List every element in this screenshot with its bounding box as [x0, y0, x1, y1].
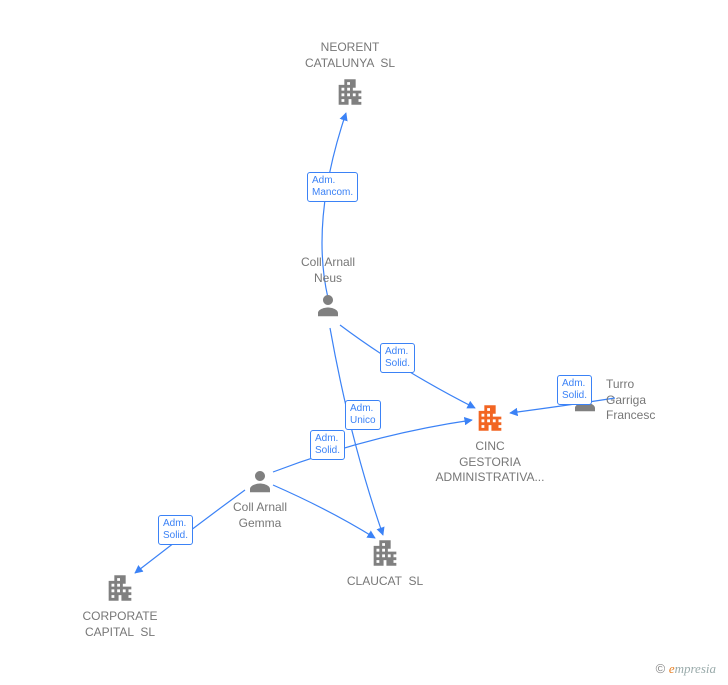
footer-brand: © empresia: [656, 661, 716, 677]
edge-label-coll_gemma-corporate: Adm. Solid.: [158, 515, 193, 545]
building-icon: [290, 75, 410, 109]
person-node-coll_neus[interactable]: Coll Arnall Neus: [268, 255, 388, 324]
edge-label-turro-cinc: Adm. Solid.: [557, 375, 592, 405]
edge-label-coll_neus-cinc: Adm. Solid.: [380, 343, 415, 373]
company-node-neorent[interactable]: NEORENT CATALUNYA SL: [290, 40, 410, 113]
person-icon: [268, 290, 388, 320]
edge-label-coll_neus-neorent: Adm. Mancom.: [307, 172, 358, 202]
building-icon: [430, 401, 550, 435]
node-label: Coll Arnall Neus: [268, 255, 388, 286]
building-icon: [325, 536, 445, 570]
edge-label-coll_gemma-cinc: Adm. Unico: [345, 400, 381, 430]
building-icon: [60, 571, 180, 605]
copyright-symbol: ©: [656, 661, 666, 676]
brand-rest: mpresia: [675, 661, 716, 676]
company-node-claucat[interactable]: CLAUCAT SL: [325, 532, 445, 590]
company-node-corporate[interactable]: CORPORATE CAPITAL SL: [60, 567, 180, 640]
node-label: Coll Arnall Gemma: [200, 500, 320, 531]
node-label: CORPORATE CAPITAL SL: [60, 609, 180, 640]
node-label: Turro Garriga Francesc: [606, 377, 655, 424]
person-icon: [200, 466, 320, 496]
edge-label-coll_gemma-claucat: Adm. Solid.: [310, 430, 345, 460]
node-label: CINC GESTORIA ADMINISTRATIVA...: [430, 439, 550, 486]
network-diagram: { "type": "network", "background_color":…: [0, 0, 728, 685]
node-label: NEORENT CATALUNYA SL: [290, 40, 410, 71]
node-label: CLAUCAT SL: [325, 574, 445, 590]
company-node-cinc[interactable]: CINC GESTORIA ADMINISTRATIVA...: [430, 397, 550, 486]
person-node-coll_gemma[interactable]: Coll Arnall Gemma: [200, 462, 320, 531]
